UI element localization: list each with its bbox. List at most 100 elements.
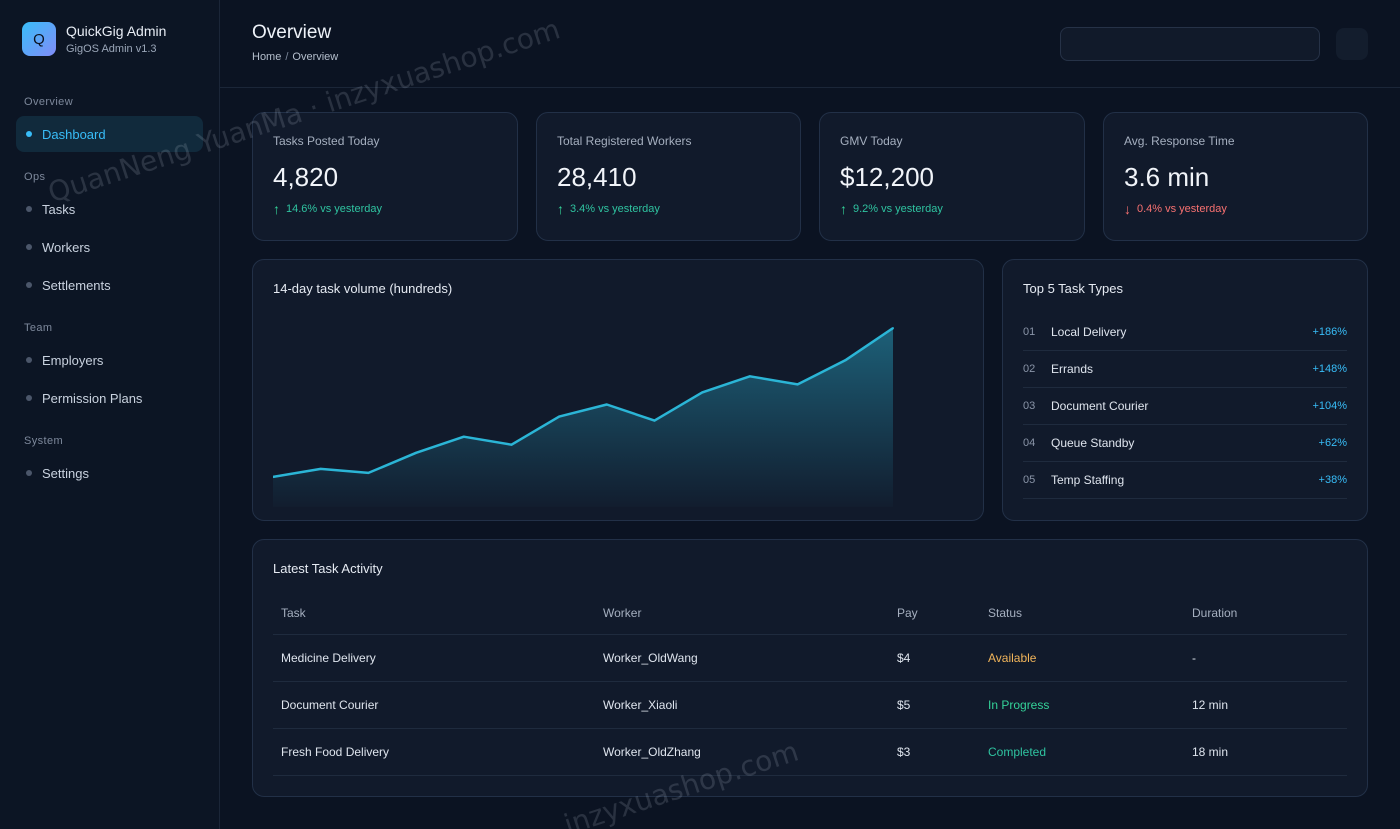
breadcrumb-separator: / [285, 51, 289, 63]
task-type-name: Errands [1051, 362, 1094, 376]
sidebar-item-label: Permission Plans [42, 390, 143, 406]
stat-change-text: 0.4% vs yesterday [1137, 203, 1227, 215]
arrow-up-icon: ↑ [557, 201, 564, 217]
stat-change: ↑ 9.2% vs yesterday [840, 201, 943, 217]
task-type-name: Queue Standby [1051, 436, 1135, 450]
column-header-worker: Worker [603, 606, 642, 620]
chart-card: 14-day task volume (hundreds) [252, 259, 984, 521]
stat-label: Tasks Posted Today [273, 134, 380, 148]
sidebar-item-employers[interactable]: Employers [16, 342, 203, 378]
cell-worker: Worker_OldZhang [603, 745, 701, 759]
task-type-change: +62% [1318, 437, 1347, 449]
chart-point [319, 467, 322, 470]
stat-card-gmv: GMV Today $12,200 ↑ 9.2% vs yesterday [819, 112, 1085, 241]
activity-title: Latest Task Activity [273, 561, 383, 576]
rank: 01 [1023, 326, 1036, 338]
stat-card-tasks-posted: Tasks Posted Today 4,820 ↑ 14.6% vs yest… [252, 112, 518, 241]
cell-task: Medicine Delivery [281, 651, 376, 665]
task-volume-chart [273, 327, 894, 507]
brand-name: QuickGig Admin [66, 23, 167, 39]
sidebar-item-workers[interactable]: Workers [16, 229, 203, 265]
cell-task: Document Courier [281, 698, 379, 712]
task-type-name: Local Delivery [1051, 325, 1127, 339]
cell-duration: 18 min [1192, 745, 1229, 759]
stat-card-registered-workers: Total Registered Workers 28,410 ↑ 3.4% v… [536, 112, 801, 241]
column-header-pay: Pay [897, 606, 918, 620]
arrow-up-icon: ↑ [273, 201, 280, 217]
chart-point [273, 475, 274, 478]
stat-change: ↑ 14.6% vs yesterday [273, 201, 382, 217]
chart-point [844, 359, 847, 362]
chart-point [558, 415, 561, 418]
arrow-up-icon: ↑ [840, 201, 847, 217]
stat-change-text: 3.4% vs yesterday [570, 203, 660, 215]
sidebar-item-label: Workers [42, 239, 91, 255]
sidebar-item-settings[interactable]: Settings [16, 455, 203, 491]
stat-change: ↓ 0.4% vs yesterday [1124, 201, 1227, 217]
chart-point [510, 443, 513, 446]
chart-point [796, 383, 799, 386]
status-badge: In Progress [988, 698, 1050, 712]
search-input[interactable] [1060, 27, 1320, 61]
nav-section-system: System [24, 435, 64, 447]
brand-version: GigOS Admin v1.3 [66, 43, 157, 55]
cell-worker: Worker_Xiaoli [603, 698, 678, 712]
stat-change-text: 14.6% vs yesterday [286, 203, 382, 215]
task-type-change: +148% [1312, 363, 1347, 375]
status-badge: Completed [988, 745, 1047, 759]
sidebar-item-label: Employers [42, 352, 104, 368]
top-types-title: Top 5 Task Types [1023, 281, 1123, 296]
chart-point [367, 471, 370, 474]
cell-duration: - [1192, 651, 1196, 665]
sidebar-item-permission-plans[interactable]: Permission Plans [16, 380, 203, 416]
chart-point [462, 435, 465, 438]
chart-area-fill [273, 328, 893, 507]
stat-change: ↑ 3.4% vs yesterday [557, 201, 660, 217]
rank: 03 [1023, 400, 1036, 412]
brand[interactable]: Q QuickGig Admin GigOS Admin v1.3 [22, 22, 166, 56]
chart-point [605, 403, 608, 406]
divider [273, 728, 1347, 729]
list-item[interactable]: 03 Document Courier +104% [1023, 388, 1347, 425]
nav-section-ops: Ops [24, 171, 46, 183]
task-type-change: +38% [1318, 474, 1347, 486]
nav-dot-icon [26, 357, 32, 363]
list-item[interactable]: 04 Queue Standby +62% [1023, 425, 1347, 462]
column-header-status: Status [988, 606, 1023, 620]
column-header-task: Task [281, 606, 306, 620]
top-task-types-card: Top 5 Task Types 01 Local Delivery +186%… [1002, 259, 1368, 521]
sidebar-item-label: Settings [42, 465, 89, 481]
chart-point [701, 391, 704, 394]
sidebar-item-label: Tasks [42, 201, 76, 217]
list-item[interactable]: 02 Errands +148% [1023, 351, 1347, 388]
divider [273, 634, 1347, 635]
sidebar-item-settlements[interactable]: Settlements [16, 267, 203, 303]
list-item[interactable]: 01 Local Delivery +186% [1023, 314, 1347, 351]
list-item[interactable]: 05 Temp Staffing +38% [1023, 462, 1347, 499]
task-type-name: Document Courier [1051, 399, 1149, 413]
rank: 05 [1023, 474, 1036, 486]
sidebar-item-tasks[interactable]: Tasks [16, 191, 203, 227]
header: Overview Home / Overview [220, 0, 1400, 88]
divider [273, 681, 1347, 682]
chart-series-line [273, 327, 894, 479]
sidebar-item-dashboard[interactable]: Dashboard [16, 116, 203, 152]
task-type-change: +186% [1312, 326, 1347, 338]
header-action-button[interactable] [1336, 28, 1368, 60]
cell-worker: Worker_OldWang [603, 651, 698, 665]
task-type-name: Temp Staffing [1051, 473, 1125, 487]
status-badge: Available [988, 651, 1037, 665]
nav-dot-icon [26, 395, 32, 401]
stat-card-response-time: Avg. Response Time 3.6 min ↓ 0.4% vs yes… [1103, 112, 1368, 241]
cell-pay: $3 [897, 745, 911, 759]
chart-point [892, 327, 894, 330]
cell-pay: $5 [897, 698, 911, 712]
breadcrumb-home[interactable]: Home [252, 51, 282, 63]
divider [273, 775, 1347, 776]
cell-duration: 12 min [1192, 698, 1229, 712]
main-content: Overview Home / Overview Tasks Posted Toda… [220, 0, 1400, 829]
chart-title: 14-day task volume (hundreds) [273, 281, 453, 296]
arrow-down-icon: ↓ [1124, 201, 1131, 217]
column-header-duration: Duration [1192, 606, 1238, 620]
